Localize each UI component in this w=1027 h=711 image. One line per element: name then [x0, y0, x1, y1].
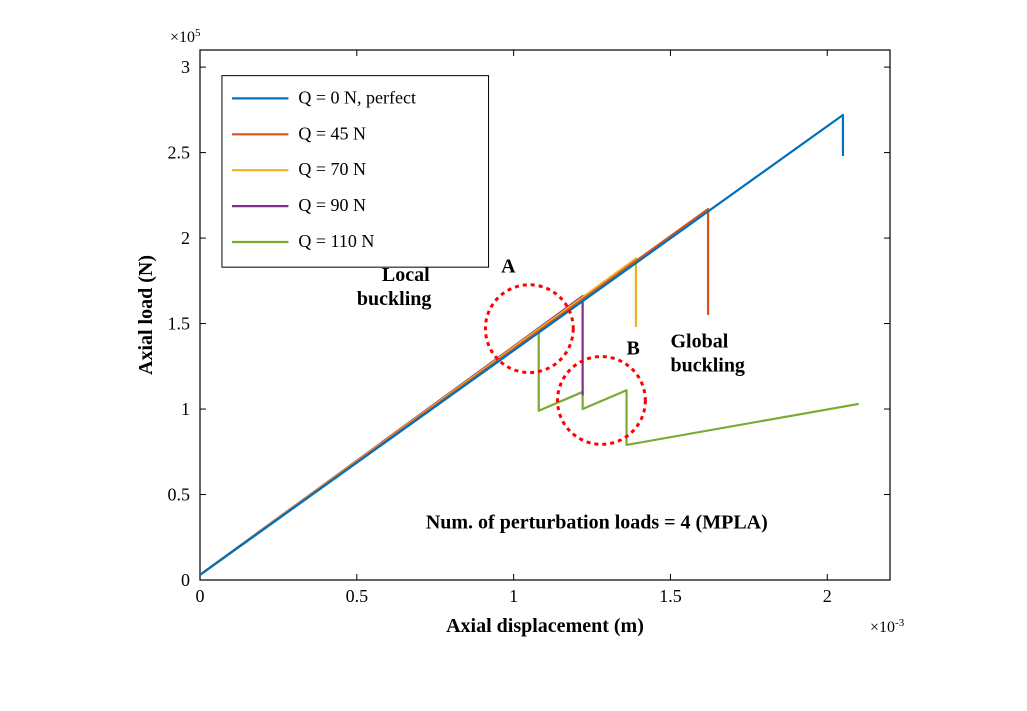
legend-item-label: Q = 0 N, perfect [298, 87, 416, 107]
y-tick-label: 0 [181, 570, 190, 590]
x-tick-label: 2 [823, 586, 832, 606]
line-chart: 0 0.5 1 1.5 2 0 0.5 1 1.5 2 2.5 3 Axial displacement… [130, 20, 910, 660]
y-axis-label: Axial load (N) [135, 255, 157, 375]
x-tick-label: 1 [509, 586, 518, 606]
annotation-letter-a: A [501, 255, 516, 277]
footnote-text: Num. of perturbation loads = 4 (MPLA) [426, 512, 768, 534]
legend-item-label: Q = 90 N [298, 195, 366, 215]
y-tick-label: 1.5 [168, 314, 191, 334]
y-tick-label: 0.5 [168, 485, 191, 505]
x-tick-label: 0.5 [346, 586, 369, 606]
y-tick-label: 2.5 [168, 143, 191, 163]
legend-item-label: Q = 110 N [298, 231, 374, 251]
y-tick-label: 1 [181, 399, 190, 419]
chart-container: 0 0.5 1 1.5 2 0 0.5 1 1.5 2 2.5 3 Axial displacement… [130, 20, 910, 660]
annotation-letter-b: B [627, 337, 640, 359]
x-tick-label: 1.5 [659, 586, 682, 606]
legend-item-label: Q = 45 N [298, 123, 366, 143]
y-tick-label: 3 [181, 57, 190, 77]
y-tick-label: 2 [181, 228, 190, 248]
local-buckling-label-2: buckling [357, 288, 431, 310]
y-exp-label: ×105 [170, 27, 201, 46]
x-axis-label: Axial displacement (m) [446, 615, 644, 637]
global-buckling-label: Global [670, 330, 728, 352]
x-tick-label: 0 [196, 586, 205, 606]
global-buckling-label-2: buckling [670, 354, 744, 376]
x-exp-label: ×10-3 [870, 617, 905, 636]
legend-item-label: Q = 70 N [298, 159, 366, 179]
